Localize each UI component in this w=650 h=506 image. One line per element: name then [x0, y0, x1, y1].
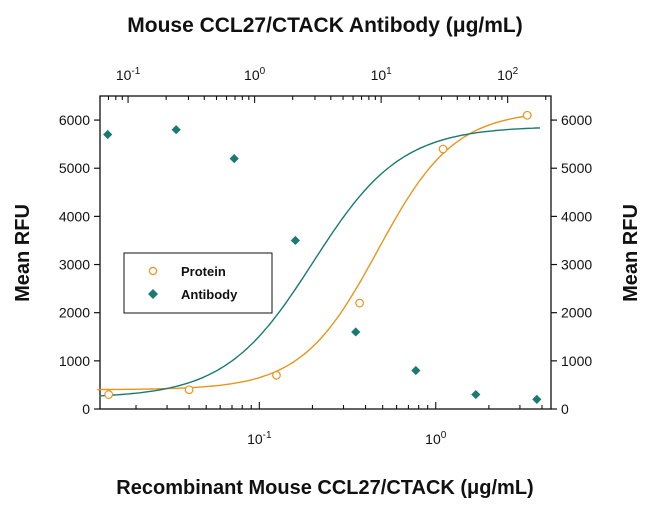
- y-axis-title-right: Mean RFU: [620, 204, 642, 302]
- data-point-antibody: [290, 235, 300, 246]
- y-tick-label-right: 4000: [561, 208, 592, 224]
- y-tick-label-left: 2000: [59, 305, 90, 321]
- y-tick-label-right: 6000: [561, 112, 592, 128]
- y-axis-title-left: Mean RFU: [12, 204, 34, 302]
- data-point-antibody: [171, 125, 181, 135]
- legend: Protein Antibody: [123, 252, 273, 314]
- legend-label-protein: Protein: [181, 264, 226, 279]
- data-point-protein: [184, 385, 194, 395]
- x-bottom-tick-label: 100: [425, 430, 447, 447]
- y-tick-label-left: 5000: [59, 160, 90, 176]
- chart-title: Mouse CCL27/CTACK Antibody (μg/mL): [127, 14, 523, 37]
- data-point-protein: [355, 298, 364, 308]
- data-point-antibody: [351, 327, 361, 337]
- legend-marker-antibody: [148, 289, 158, 299]
- data-point-protein: [438, 144, 448, 154]
- data-point-antibody: [411, 365, 421, 376]
- y-axis-left: 0 1000 2000 3000 4000 5000 6000: [59, 112, 100, 417]
- legend-marker-protein: [148, 266, 158, 276]
- y-tick-label-right: 5000: [561, 160, 592, 176]
- x-axis-top: 10-1 100 101 102: [99, 66, 547, 103]
- y-tick-label-left: 1000: [59, 353, 90, 369]
- y-axis-right: 0 1000 2000 3000 4000 5000 6000: [551, 112, 592, 417]
- y-tick-label-left: 3000: [59, 257, 90, 273]
- x-axis-title: Recombinant Mouse CCL27/CTACK (μg/mL): [116, 477, 533, 499]
- fit-curves: [97, 114, 541, 397]
- data-point-protein: [272, 370, 281, 380]
- y-tick-label-right: 2000: [561, 305, 592, 321]
- data-point-antibody: [471, 389, 481, 400]
- x-axis-bottom: 10-1 100: [135, 402, 543, 447]
- fit-curve-antibody: [99, 127, 541, 397]
- data-point-protein: [104, 390, 114, 399]
- y-tick-label-right: 3000: [561, 257, 592, 273]
- x-top-tick-label: 101: [371, 66, 393, 83]
- data-points: [103, 110, 542, 404]
- x-bottom-tick-label: 10-1: [247, 430, 272, 447]
- y-tick-label-left: 4000: [59, 208, 90, 224]
- y-tick-label-left: 6000: [59, 112, 90, 128]
- x-top-tick-label: 10-1: [116, 66, 141, 83]
- y-tick-label-left: 0: [82, 401, 90, 417]
- data-point-antibody: [103, 129, 113, 140]
- y-tick-label-right: 0: [561, 401, 569, 417]
- data-point-antibody: [229, 154, 239, 164]
- legend-label-antibody: Antibody: [181, 287, 238, 302]
- legend-box: [123, 252, 273, 314]
- data-point-antibody: [532, 394, 542, 404]
- data-point-protein: [522, 110, 532, 120]
- x-top-tick-label: 102: [497, 66, 519, 83]
- plot-frame: [99, 95, 552, 410]
- y-tick-label-right: 1000: [561, 353, 592, 369]
- x-top-tick-label: 100: [244, 66, 266, 83]
